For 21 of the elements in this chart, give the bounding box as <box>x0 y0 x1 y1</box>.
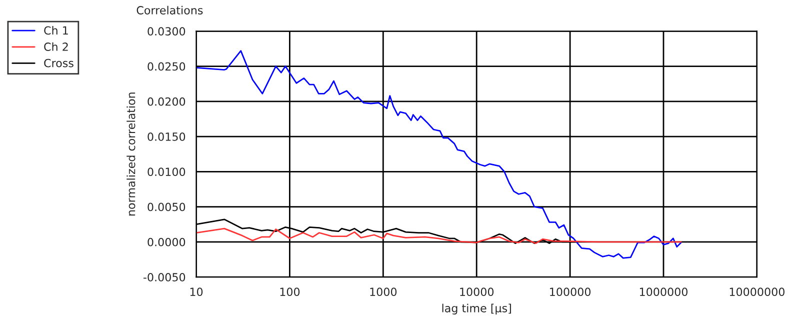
x-tick-label: 1000000 <box>640 288 688 296</box>
y-tick-label: 0.0100 <box>148 168 186 176</box>
y-tick-label: 0.0150 <box>148 132 186 141</box>
x-tick-label: 100 <box>280 288 300 296</box>
x-tick-label: 1000 <box>370 288 397 296</box>
x-tick-label: 100000 <box>550 288 591 296</box>
x-tick-label: 10000000 <box>730 288 784 296</box>
y-tick-label: 0.0250 <box>148 62 186 71</box>
y-axis-title: normalized correlation <box>126 92 136 216</box>
chart-title: Correlations <box>136 6 203 14</box>
y-tick-label: 0.0300 <box>148 27 186 36</box>
y-tick-label: 0.0000 <box>148 238 186 246</box>
y-tick-label: 0.0050 <box>148 202 186 212</box>
x-tick-label: 10000 <box>460 288 494 296</box>
y-tick-label: -0.0050 <box>143 273 186 282</box>
legend-label: Ch 2 <box>44 42 68 51</box>
y-tick-label: 0.0200 <box>148 97 186 106</box>
legend-label: Cross <box>44 58 74 68</box>
legend-label: Ch 1 <box>44 26 68 35</box>
x-axis-title: lag time [µs] <box>442 304 511 314</box>
x-tick-label: 10 <box>190 288 203 296</box>
